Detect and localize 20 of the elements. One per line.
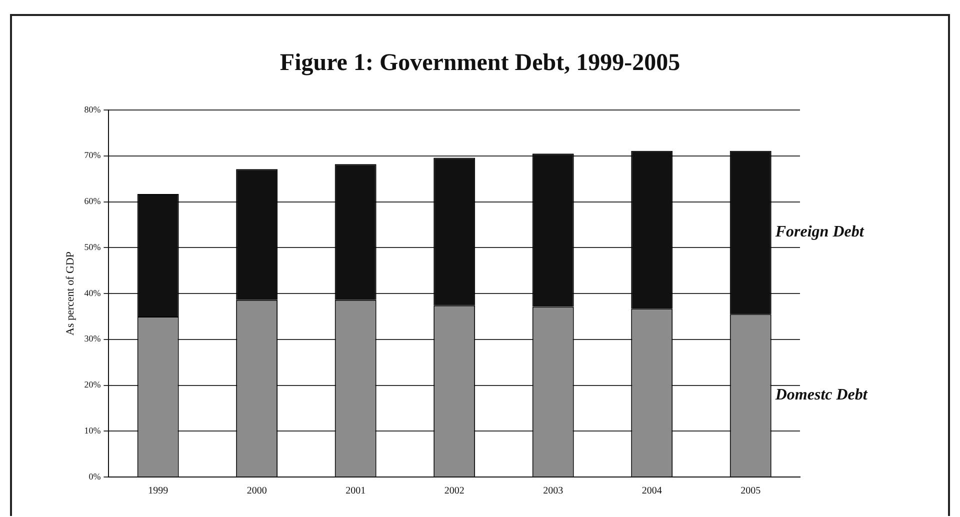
x-tick-label: 2003 — [543, 486, 564, 497]
y-tick-label: 10% — [84, 425, 102, 436]
y-tick-label: 20% — [84, 380, 102, 390]
x-tick-label: 2004 — [642, 486, 662, 497]
x-tick-label: 2005 — [740, 486, 761, 497]
y-tick-label: 60% — [84, 196, 102, 206]
x-tick-label: 1999 — [148, 486, 168, 497]
x-tick-label: 2000 — [246, 486, 267, 497]
chart-title: Figure 1: Government Debt, 1999-2005 — [278, 50, 682, 77]
x-tick-label: 2001 — [346, 486, 366, 497]
y-tick-label: 40% — [84, 288, 102, 298]
y-tick-label: 50% — [84, 242, 102, 252]
y-axis-title: As percent of GDP — [64, 251, 76, 336]
y-tick-label: 0% — [88, 471, 102, 482]
y-tick-label: 30% — [84, 334, 102, 344]
series-label: Foreign Debt — [774, 224, 864, 241]
y-tick-label: 70% — [84, 150, 102, 160]
x-tick-label: 2002 — [444, 486, 464, 497]
series-label: Domestc Debt — [774, 386, 868, 404]
y-tick-label: 80% — [84, 104, 102, 114]
